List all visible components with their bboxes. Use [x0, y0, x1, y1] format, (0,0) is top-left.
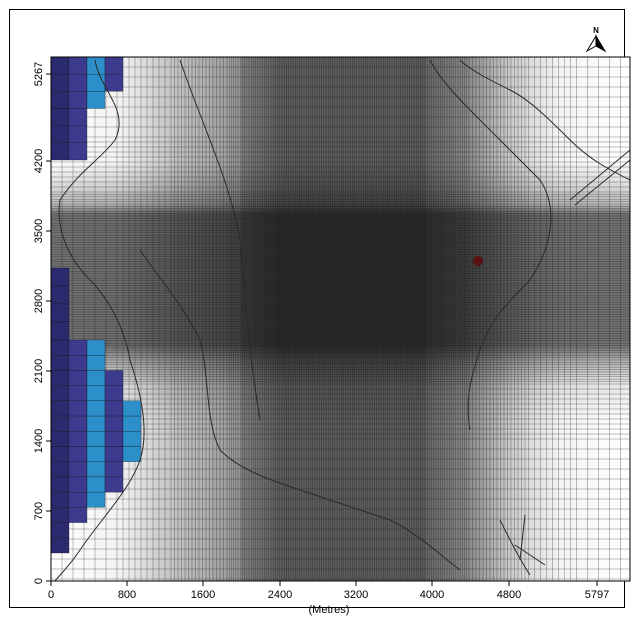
x-tick-label: 800: [118, 589, 136, 601]
plot-area: [51, 57, 630, 581]
coastline: [54, 59, 630, 581]
x-axis: 0 800 1600 2400 3200 4000 4800 5797 (Metres): [48, 580, 630, 616]
dark-column-band: [241, 57, 426, 581]
x-tick-label: 4800: [497, 589, 521, 601]
y-tick-label: 1400: [33, 429, 45, 453]
row-shading: [51, 57, 630, 581]
x-tick-label: 4000: [420, 589, 444, 601]
x-tick-label: 0: [48, 589, 54, 601]
y-tick-label: 4200: [33, 149, 45, 173]
y-tick-label: 700: [33, 502, 45, 520]
x-tick-label: 3200: [344, 589, 368, 601]
y-tick-label: 2100: [33, 359, 45, 383]
boundary-cells: [51, 57, 142, 554]
y-tick-label: 5267: [33, 62, 45, 86]
x-tick-label: 2400: [268, 589, 292, 601]
x-tick-label: 1600: [191, 589, 215, 601]
x-axis-label: (Metres): [309, 604, 350, 616]
y-axis: 0 700 1400 2100 2800 3500 4200 5267: [33, 57, 52, 584]
mesh-grid: [51, 57, 630, 581]
location-marker: [473, 256, 483, 266]
y-tick-label: 0: [33, 578, 45, 584]
y-tick-label: 2800: [33, 289, 45, 313]
y-tick-label: 3500: [33, 219, 45, 243]
north-arrow-label: N: [593, 26, 599, 35]
x-tick-label: 5797: [585, 589, 609, 601]
north-arrow-icon: N: [585, 26, 607, 53]
